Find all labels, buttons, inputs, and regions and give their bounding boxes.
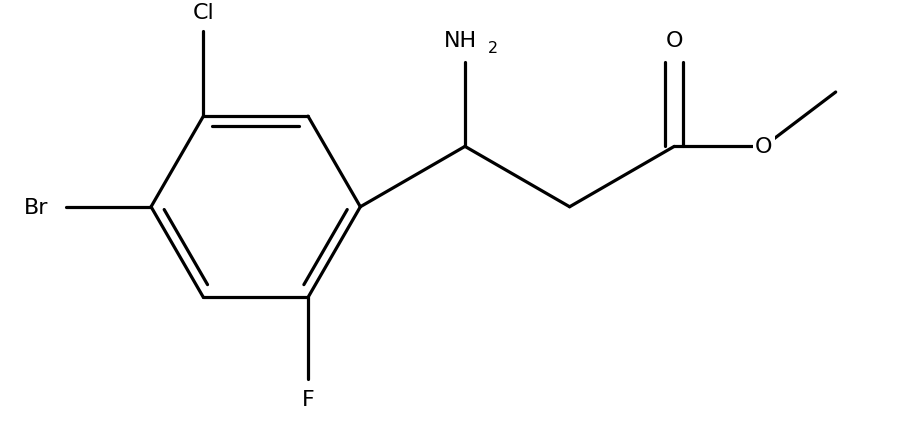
Text: O: O: [756, 137, 773, 157]
Text: 2: 2: [487, 41, 498, 56]
Text: Cl: Cl: [193, 3, 214, 23]
Text: O: O: [666, 31, 683, 51]
Text: F: F: [302, 389, 314, 409]
Text: NH: NH: [443, 31, 476, 51]
Text: Br: Br: [24, 197, 49, 217]
